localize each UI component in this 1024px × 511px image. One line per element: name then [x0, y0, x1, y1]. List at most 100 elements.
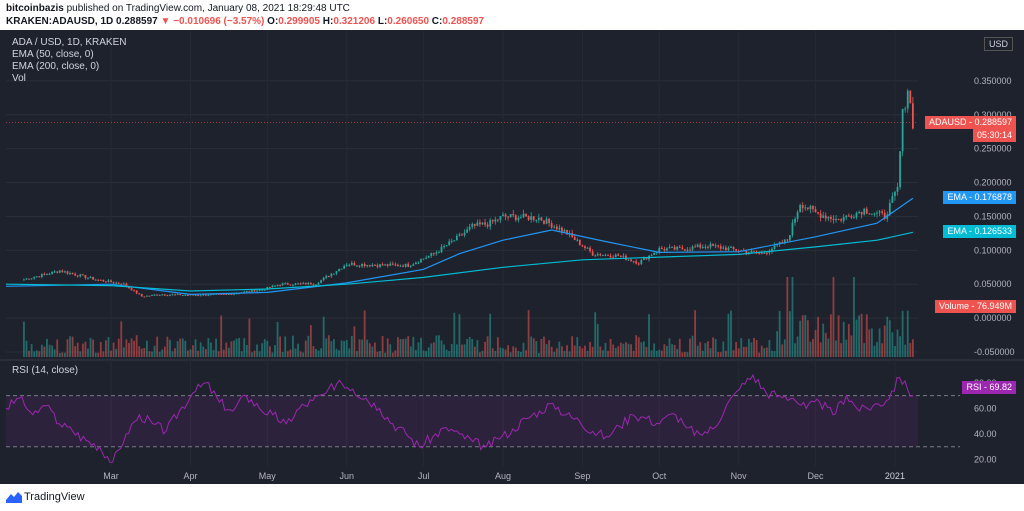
volume-bar	[476, 340, 479, 357]
volume-bar	[719, 352, 722, 357]
candle-body	[683, 249, 686, 251]
price-tag: ADAUSD - 0.288597	[924, 116, 1016, 129]
candle-body	[491, 220, 494, 222]
candle-body	[414, 262, 417, 265]
candle-body	[120, 283, 123, 285]
volume-bar	[376, 351, 379, 357]
volume-bar	[494, 351, 497, 357]
volume-bar	[878, 328, 881, 357]
candle-body	[384, 264, 387, 266]
volume-bar	[363, 310, 366, 357]
candle-body	[496, 219, 499, 221]
volume-bar	[87, 348, 89, 357]
volume-bar	[535, 341, 538, 357]
candle-body	[773, 244, 776, 249]
candle-body	[809, 206, 812, 210]
volume-bar	[289, 349, 292, 357]
volume-bar	[327, 335, 330, 357]
volume-bar	[186, 350, 189, 357]
volume-bar	[755, 340, 758, 357]
candle-body	[33, 277, 36, 279]
volume-bar	[763, 348, 766, 357]
volume-bar	[819, 342, 822, 357]
volume-bar	[438, 335, 440, 357]
volume-bar	[791, 277, 794, 357]
time-axis-tick: May	[259, 471, 277, 481]
volume-bar	[458, 314, 461, 357]
candle-body	[43, 273, 46, 275]
volume-bar	[412, 336, 415, 357]
rsi-axis-tick: 60.00	[974, 403, 997, 413]
volume-bar	[863, 343, 866, 357]
candle-body	[750, 250, 753, 253]
volume-bar	[888, 320, 891, 357]
candle-body	[494, 219, 497, 222]
volume-bar	[468, 337, 471, 357]
candle-body	[353, 262, 356, 266]
candle-body	[865, 208, 868, 214]
volume-bar	[773, 351, 776, 357]
volume-bar	[909, 343, 912, 357]
volume-bar	[653, 343, 656, 357]
volume-bar	[571, 336, 574, 357]
volume-bar	[814, 330, 817, 357]
volume-bar	[79, 351, 82, 357]
rsi-title[interactable]: RSI (14, close)	[12, 365, 79, 376]
volume-bar	[463, 344, 466, 357]
volume-bar	[235, 338, 238, 357]
volume-bar	[281, 351, 284, 357]
volume-bar	[824, 332, 827, 357]
candle-body	[837, 218, 840, 220]
brand-name[interactable]: TradingView	[24, 491, 85, 503]
volume-bar	[635, 335, 638, 357]
candle-body	[612, 257, 615, 259]
candle-body	[479, 222, 481, 225]
volume-bar	[268, 346, 271, 357]
volume-bar	[637, 337, 640, 357]
time-axis-tick: 2021	[885, 471, 905, 481]
volume-bar	[735, 341, 738, 357]
volume-bar	[274, 345, 276, 357]
candle-body	[330, 273, 333, 277]
candle-body	[48, 273, 51, 275]
volume-bar	[578, 346, 581, 357]
candle-body	[312, 284, 315, 286]
volume-bar	[197, 350, 200, 357]
candle-body	[448, 241, 451, 246]
candle-body	[801, 204, 804, 209]
legend-ema50[interactable]: EMA (50, close, 0)	[12, 49, 94, 60]
volume-bar	[204, 349, 207, 357]
legend-vol[interactable]: Vol	[12, 73, 26, 84]
publisher-name[interactable]: bitcoinbazis	[6, 3, 64, 14]
candle-body	[760, 253, 763, 255]
volume-bar	[240, 351, 243, 357]
volume-bar	[43, 346, 46, 357]
candle-body	[368, 265, 371, 267]
volume-bar	[399, 339, 402, 357]
volume-bar	[202, 346, 205, 357]
candle-body	[379, 264, 381, 267]
volume-bar	[30, 344, 33, 357]
volume-bar	[440, 340, 443, 357]
volume-bar	[489, 313, 492, 357]
candle-body	[812, 206, 814, 210]
volume-bar	[668, 338, 671, 357]
volume-bar	[443, 344, 445, 357]
candle-body	[881, 211, 884, 213]
legend-ema200[interactable]: EMA (200, close, 0)	[12, 61, 100, 72]
candle-body	[514, 215, 517, 221]
price-axis-tick: 0.250000	[974, 144, 1012, 154]
currency-button[interactable]: USD	[984, 37, 1014, 51]
volume-bar	[466, 339, 469, 357]
volume-bar	[299, 351, 302, 357]
volume-bar	[727, 313, 730, 357]
candle-body	[901, 108, 904, 152]
candle-body	[325, 276, 328, 278]
candle-body	[870, 213, 873, 215]
volume-bar	[120, 321, 123, 357]
volume-bar	[481, 350, 484, 357]
volume-bar	[586, 350, 589, 357]
volume-bar	[589, 341, 591, 357]
candle-body	[84, 274, 87, 279]
